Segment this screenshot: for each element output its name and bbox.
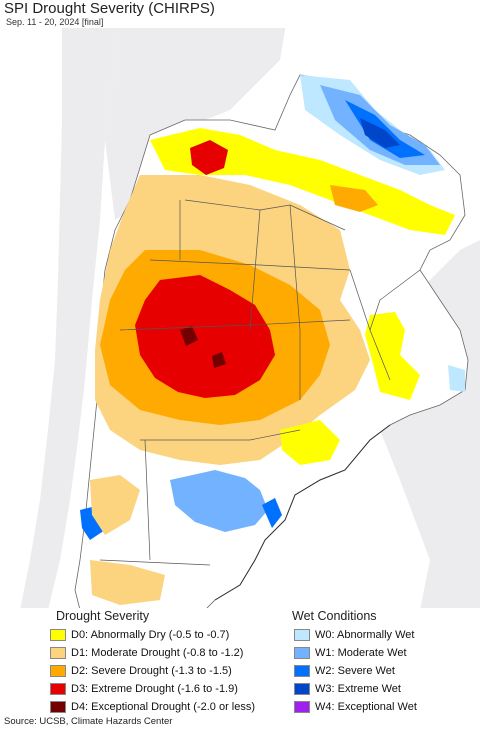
legend-item-w1: W1: Moderate Wet [294, 645, 407, 661]
drought-d1-south [90, 475, 140, 535]
legend-item-d3: D3: Extreme Drought (-1.6 to -1.9) [50, 681, 238, 697]
swatch-d1 [50, 647, 66, 659]
legend-label-w2: W2: Severe Wet [315, 665, 395, 677]
wet-legend-heading: Wet Conditions [292, 609, 377, 623]
swatch-w1 [294, 647, 310, 659]
source-credit: Source: UCSB, Climate Hazards Center [4, 716, 173, 727]
swatch-d4 [50, 701, 66, 713]
drought-d1-patagonia [90, 560, 165, 605]
swatch-w3 [294, 683, 310, 695]
map-title: SPI Drought Severity (CHIRPS) [4, 0, 215, 17]
swatch-d3 [50, 683, 66, 695]
legend-item-w4: W4: Exceptional Wet [294, 699, 417, 715]
legend-label-w1: W1: Moderate Wet [315, 647, 407, 659]
admin-borders [99, 199, 421, 566]
legend-label-d1: D1: Moderate Drought (-0.8 to -1.2) [71, 647, 244, 659]
legend-label-d4: D4: Exceptional Drought (-2.0 or less) [71, 701, 256, 713]
wet-pampas-w1 [170, 470, 268, 532]
outside-land [60, 0, 480, 610]
legend-item-w0: W0: Abnormally Wet [294, 627, 414, 643]
drought-d3-core [135, 275, 275, 398]
legend: Drought Severity D0: Abnormally Dry (-0.… [0, 608, 480, 713]
swatch-w4 [294, 701, 310, 713]
map-subtitle: Sep. 11 - 20, 2024 [final] [6, 17, 104, 27]
wet-bolivia-w3 [360, 118, 400, 148]
legend-label-w3: W3: Extreme Wet [315, 683, 401, 695]
legend-item-d1: D1: Moderate Drought (-0.8 to -1.2) [50, 645, 243, 661]
swatch-d2 [50, 665, 66, 677]
legend-label-d0: D0: Abnormally Dry (-0.5 to -0.7) [71, 629, 230, 641]
swatch-d0 [50, 629, 66, 641]
swatch-w0 [294, 629, 310, 641]
drought-d3-north [190, 140, 228, 175]
legend-item-w3: W3: Extreme Wet [294, 681, 401, 697]
legend-label-d2: D2: Severe Drought (-1.3 to -1.5) [71, 665, 232, 677]
chile-strip [20, 0, 115, 610]
drought-d4-spots [180, 326, 226, 368]
legend-label-w0: W0: Abnormally Wet [315, 629, 415, 641]
drought-legend-heading: Drought Severity [56, 609, 150, 623]
legend-item-d4: D4: Exceptional Drought (-2.0 or less) [50, 699, 255, 715]
header: SPI Drought Severity (CHIRPS) Sep. 11 - … [0, 0, 480, 28]
coastline [214, 424, 391, 601]
drought-map [20, 0, 480, 610]
drought-d2-paraguay [330, 185, 378, 212]
legend-item-d2: D2: Severe Drought (-1.3 to -1.5) [50, 663, 232, 679]
legend-item-d0: D0: Abnormally Dry (-0.5 to -0.7) [50, 627, 229, 643]
swatch-w2 [294, 665, 310, 677]
wet-bolivia-w2 [345, 100, 425, 158]
legend-label-d3: D3: Extreme Drought (-1.6 to -1.9) [71, 683, 238, 695]
legend-item-w2: W2: Severe Wet [294, 663, 395, 679]
wet-east-w0 [448, 365, 465, 392]
legend-label-w4: W4: Exceptional Wet [315, 701, 417, 713]
wet-pampas-w2 [262, 498, 282, 528]
drought-d0-uruguay [365, 312, 420, 400]
